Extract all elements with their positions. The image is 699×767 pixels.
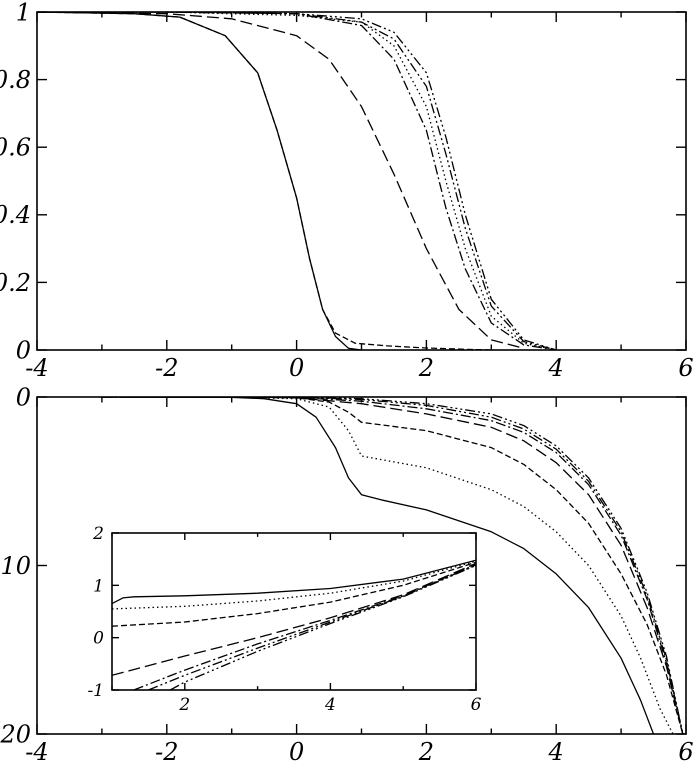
series-line-dash-dot bbox=[133, 563, 476, 690]
series-line-dash-dot-dot-dot bbox=[169, 564, 476, 690]
plot-frame bbox=[36, 396, 687, 735]
x-tick-label: 2 bbox=[418, 354, 434, 382]
plot-frame bbox=[36, 11, 687, 351]
x-tick-label: 6 bbox=[471, 695, 482, 715]
series-line-solid bbox=[112, 559, 476, 605]
x-tick-label: 2 bbox=[178, 695, 190, 715]
x-tick-label: 4 bbox=[548, 354, 564, 382]
y-tick-label: 0 bbox=[16, 383, 31, 411]
series-line-dash-dot-dot bbox=[37, 12, 557, 350]
y-tick-label: 1 bbox=[16, 0, 31, 26]
x-tick-label: 0 bbox=[289, 354, 304, 382]
y-tick-label: 0.4 bbox=[0, 201, 31, 229]
series-line-short-dash bbox=[37, 12, 492, 350]
y-tick-label: 0.8 bbox=[0, 66, 31, 94]
series-line-dash-dot bbox=[37, 12, 557, 350]
inset-background bbox=[112, 533, 476, 690]
x-tick-label: 2 bbox=[418, 738, 434, 766]
y-tick-label: 0 bbox=[16, 336, 31, 364]
series-line-dash-dot-dot-dot bbox=[37, 12, 557, 350]
series-line-long-dash bbox=[112, 562, 476, 676]
y-tick-label: -1 bbox=[87, 681, 104, 701]
y-tick-label: 0.2 bbox=[0, 269, 31, 297]
series-line-dash-dot-dot-dot bbox=[101, 397, 684, 734]
y-tick-label: -10 bbox=[0, 552, 31, 580]
x-tick-label: 4 bbox=[548, 738, 564, 766]
x-tick-label: -2 bbox=[155, 354, 178, 382]
plot-frame bbox=[111, 532, 477, 691]
y-tick-label: 0 bbox=[93, 629, 104, 649]
series-group bbox=[37, 12, 557, 350]
series-line-solid bbox=[37, 12, 362, 350]
x-tick-label: 6 bbox=[678, 738, 693, 766]
y-tick-label: -20 bbox=[0, 720, 31, 748]
x-tick-label: -4 bbox=[25, 354, 48, 382]
y-tick-label: 1 bbox=[93, 576, 104, 596]
series-line-short-dash bbox=[101, 397, 684, 734]
top-panel: -4 -2 0 2 4 6 0 0.2 0.4 0.6 0.8 1 bbox=[0, 0, 694, 382]
series-group bbox=[112, 559, 476, 690]
x-tick-label: 6 bbox=[678, 354, 693, 382]
series-line-dash-dot-dot bbox=[148, 564, 476, 690]
x-tick-label: -2 bbox=[155, 738, 178, 766]
x-tick-label: -4 bbox=[25, 738, 48, 766]
inset-panel: 2 4 6 -1 0 1 2 bbox=[87, 524, 481, 715]
y-tick-label: 0.6 bbox=[0, 134, 31, 162]
series-line-short-dash bbox=[112, 561, 476, 627]
series-line-dotted bbox=[37, 12, 557, 350]
series-line-solid bbox=[101, 397, 655, 734]
x-tick-label: 0 bbox=[289, 738, 304, 766]
series-line-long-dash bbox=[37, 12, 524, 349]
y-tick-label: 2 bbox=[92, 524, 104, 544]
x-tick-label: 4 bbox=[324, 695, 336, 715]
